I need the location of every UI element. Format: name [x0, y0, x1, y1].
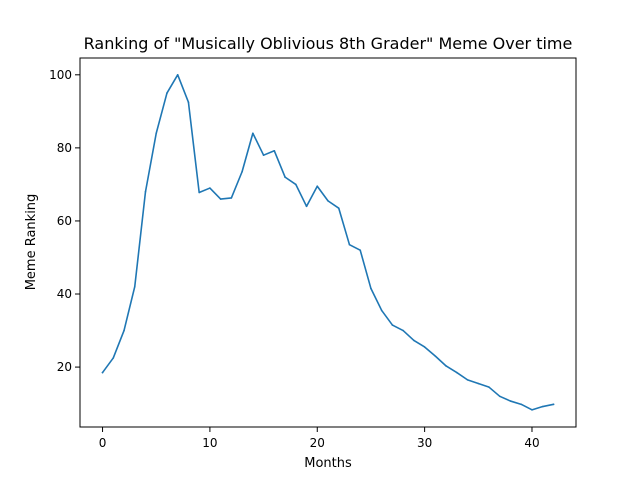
data-point — [155, 132, 158, 135]
data-point — [219, 198, 222, 200]
data-point — [370, 287, 372, 290]
data-point — [133, 285, 136, 288]
data-point — [230, 197, 233, 199]
x-tick-label: 40 — [524, 436, 539, 450]
data-point — [434, 355, 437, 357]
data-point — [509, 400, 512, 402]
plot-area — [101, 74, 555, 411]
data-point — [488, 386, 490, 388]
data-point — [520, 403, 523, 406]
data-point — [423, 346, 426, 348]
x-tick-label: 0 — [99, 436, 107, 450]
data-point — [273, 149, 276, 152]
data-point — [241, 170, 243, 173]
data-point — [337, 207, 340, 209]
data-point — [552, 403, 555, 406]
data-point — [359, 249, 362, 251]
y-tick-label: 20 — [57, 360, 72, 374]
data-point — [176, 74, 179, 76]
data-point — [402, 329, 404, 332]
data-point — [144, 190, 147, 193]
data-point — [209, 187, 211, 189]
data-point — [284, 176, 286, 178]
data-point — [101, 371, 104, 374]
data-point — [305, 205, 308, 208]
data-point — [498, 395, 501, 398]
data-point — [327, 200, 329, 202]
series-line — [101, 74, 555, 411]
data-point — [187, 101, 190, 104]
data-point — [391, 324, 394, 326]
y-axis-label: Meme Ranking — [24, 194, 39, 291]
data-point — [445, 365, 447, 367]
data-point — [380, 309, 383, 312]
y-tick-label: 100 — [49, 68, 72, 82]
y-tick-label: 80 — [57, 141, 72, 155]
data-point — [262, 154, 265, 156]
data-point — [531, 409, 533, 411]
data-point — [252, 132, 254, 135]
data-point — [541, 405, 544, 408]
data-point — [112, 357, 115, 359]
x-tick-label: 20 — [310, 436, 325, 450]
y-tick-label: 60 — [57, 214, 72, 228]
data-point — [198, 191, 200, 194]
data-point — [348, 243, 351, 246]
data-point — [466, 379, 469, 381]
data-point — [294, 183, 297, 186]
x-tick-label: 10 — [202, 436, 217, 450]
data-point — [477, 382, 480, 385]
x-tick-label: 30 — [417, 436, 432, 450]
axes-frame — [79, 57, 577, 428]
y-tick-label: 40 — [57, 287, 72, 301]
x-axis-label: Months — [304, 456, 352, 471]
data-point — [123, 329, 125, 332]
chart-title: Ranking of "Musically Oblivious 8th Grad… — [84, 34, 573, 53]
data-point — [166, 92, 168, 94]
data-point — [413, 339, 415, 342]
data-point — [316, 185, 319, 188]
data-point — [456, 371, 458, 374]
